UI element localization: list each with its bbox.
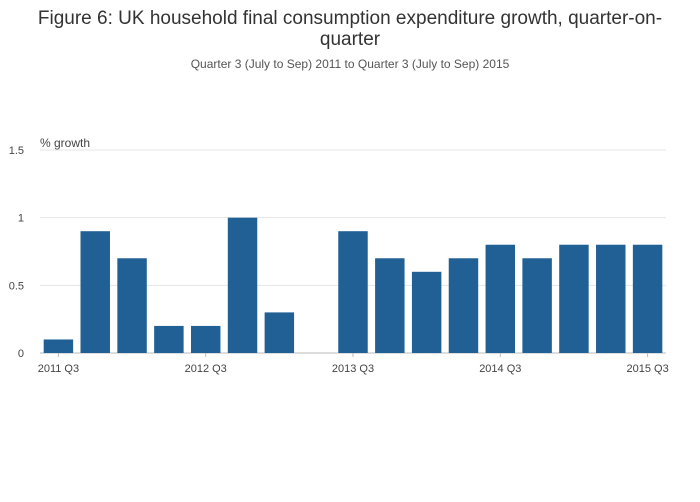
x-tick-label: 2012 Q3 bbox=[185, 363, 227, 375]
x-tick-label: 2011 Q3 bbox=[38, 363, 79, 375]
y-tick-label: 0 bbox=[18, 348, 24, 360]
bar-2011-q3[interactable] bbox=[43, 339, 74, 353]
bar-2013-q3[interactable] bbox=[338, 231, 368, 353]
y-axis-label: % growth bbox=[40, 136, 90, 150]
bar-2011-q4[interactable] bbox=[80, 231, 110, 353]
chart-title: Figure 6: UK household final consumption… bbox=[37, 8, 663, 50]
y-tick-label: 1 bbox=[18, 213, 24, 225]
bar-2012-q2[interactable] bbox=[154, 325, 184, 353]
y-tick-label: 1.5 bbox=[9, 145, 24, 157]
bar-2013-q1[interactable] bbox=[264, 312, 295, 353]
bar-2014-q1[interactable] bbox=[411, 271, 442, 353]
bar-2013-q4[interactable] bbox=[375, 258, 405, 353]
x-tick-label: 2013 Q3 bbox=[332, 363, 374, 375]
y-axis-ticks: 0 0.5 1 1.5 bbox=[9, 145, 24, 360]
x-axis-ticks: 2011 Q3 2012 Q3 2013 Q3 2014 Q3 2015 Q3 bbox=[38, 353, 669, 375]
x-tick-label: 2015 Q3 bbox=[626, 363, 668, 375]
y-tick-label: 0.5 bbox=[9, 280, 24, 292]
bar-2015-q1[interactable] bbox=[559, 244, 589, 353]
bars bbox=[43, 217, 663, 353]
x-tick-label: 2014 Q3 bbox=[479, 363, 521, 375]
bar-2012-q4[interactable] bbox=[227, 217, 258, 353]
bar-2012-q1[interactable] bbox=[117, 258, 147, 353]
bar-2014-q3[interactable] bbox=[485, 244, 516, 353]
bar-2015-q3[interactable] bbox=[632, 244, 663, 353]
bar-2014-q2[interactable] bbox=[448, 258, 479, 353]
bar-2012-q3[interactable] bbox=[190, 325, 221, 353]
bar-2014-q4[interactable] bbox=[522, 258, 552, 353]
chart-subtitle: Quarter 3 (July to Sep) 2011 to Quarter … bbox=[190, 57, 510, 71]
bar-2015-q2[interactable] bbox=[596, 244, 626, 353]
